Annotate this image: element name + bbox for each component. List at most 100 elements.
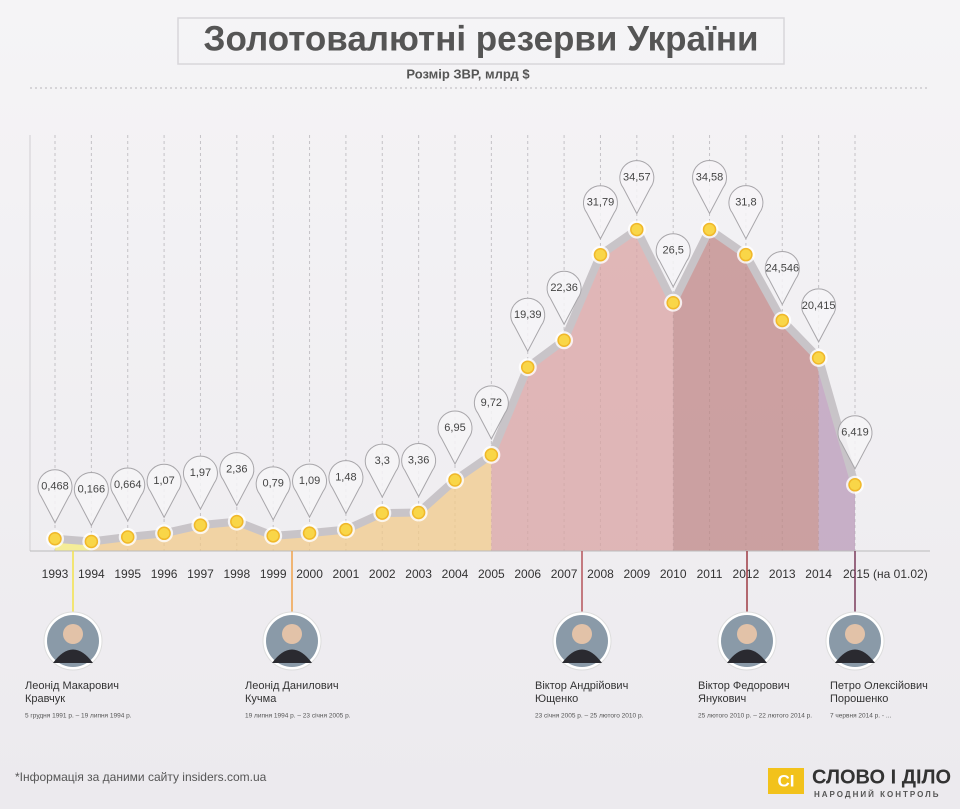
x-tick-label: 2001 xyxy=(333,567,360,581)
data-point xyxy=(193,518,208,532)
data-label: 2,36 xyxy=(226,464,247,476)
x-tick-label: 2015 (на 01.02) xyxy=(843,567,928,581)
president-term: 7 червня 2014 р. - ... xyxy=(830,713,891,720)
president-first-name: Леонід Данилович xyxy=(245,680,339,692)
photo-body xyxy=(272,649,312,663)
pin xyxy=(292,463,328,519)
data-point xyxy=(520,360,535,374)
x-tick-label: 2012 xyxy=(733,567,760,581)
logo-mark: СІ xyxy=(778,771,795,790)
pin xyxy=(364,443,400,499)
photo-head xyxy=(845,624,865,644)
data-label: 1,97 xyxy=(190,467,211,479)
data-label: 31,79 xyxy=(587,197,615,209)
photo-body xyxy=(562,649,602,663)
data-point xyxy=(593,248,608,262)
president-first-name: Віктор Федорович xyxy=(698,680,790,692)
x-tick-label: 2003 xyxy=(405,567,432,581)
data-label: 3,3 xyxy=(375,455,390,467)
data-label: 31,8 xyxy=(735,197,756,209)
data-point xyxy=(302,526,317,540)
x-tick-label: 1996 xyxy=(151,567,178,581)
x-tick-label: 2007 xyxy=(551,567,578,581)
pin xyxy=(764,250,800,306)
photo-body xyxy=(835,649,875,663)
president-term: 23 січня 2005 р. – 25 лютого 2010 р. xyxy=(535,712,644,720)
president-term: 5 грудня 1991 р. – 19 липня 1994 р. xyxy=(25,713,132,720)
x-tick-label: 1998 xyxy=(223,567,250,581)
data-label: 9,72 xyxy=(481,397,502,409)
data-point xyxy=(411,505,426,520)
x-tick-label: 1993 xyxy=(42,567,69,581)
pin xyxy=(546,270,582,326)
data-point xyxy=(120,530,135,544)
pin xyxy=(473,385,509,440)
president-last-name: Янукович xyxy=(698,693,746,705)
x-tick-label: 2005 xyxy=(478,567,505,581)
president-term: 25 лютого 2010 р. – 22 лютого 2014 р. xyxy=(698,713,812,720)
data-point xyxy=(84,534,99,549)
president-first-name: Віктор Андрійович xyxy=(535,680,628,692)
data-point xyxy=(739,247,753,262)
pin xyxy=(219,452,255,507)
pin xyxy=(110,467,146,523)
data-label: 0,166 xyxy=(78,483,106,495)
data-label: 6,95 xyxy=(444,422,465,434)
data-point xyxy=(484,448,499,462)
pin xyxy=(837,415,873,470)
x-tick-label: 2009 xyxy=(623,567,650,581)
pin xyxy=(619,160,655,215)
data-label: 19,39 xyxy=(514,309,542,321)
data-label: 0,468 xyxy=(41,481,69,493)
data-label: 34,57 xyxy=(623,171,651,183)
era-area xyxy=(673,229,819,551)
pin xyxy=(146,463,182,519)
x-tick-label: 1995 xyxy=(114,567,141,581)
footer-note: *Інформація за даними сайту insiders.com… xyxy=(15,770,267,784)
president-last-name: Порошенко xyxy=(830,693,888,705)
data-label: 26,5 xyxy=(662,245,683,257)
pin xyxy=(255,466,291,521)
data-label: 0,79 xyxy=(262,478,283,490)
pin xyxy=(510,297,546,353)
pin xyxy=(801,288,837,343)
president-last-name: Кучма xyxy=(245,693,277,705)
pin xyxy=(437,410,473,466)
data-label: 20,415 xyxy=(802,300,836,312)
pin xyxy=(692,159,728,215)
x-tick-label: 2013 xyxy=(769,567,796,581)
photo-head xyxy=(282,624,302,644)
era-area xyxy=(491,229,674,551)
logo-tagline: НАРОДНИЙ КОНТРОЛЬ xyxy=(814,790,941,799)
data-label: 34,58 xyxy=(696,171,724,183)
era-area xyxy=(91,454,492,551)
data-label: 22,36 xyxy=(550,282,578,294)
pin xyxy=(655,233,691,288)
pin xyxy=(401,443,437,498)
president-term: 19 липня 1994 р. – 23 січня 2005 р. xyxy=(245,712,351,720)
x-tick-label: 2011 xyxy=(697,567,723,581)
x-tick-label: 2002 xyxy=(369,567,396,581)
data-label: 1,48 xyxy=(335,471,356,483)
data-point xyxy=(666,295,680,310)
data-point xyxy=(630,222,644,237)
chart-subtitle: Розмір ЗВР, млрд $ xyxy=(406,66,530,81)
photo-head xyxy=(737,624,757,644)
data-label: 1,09 xyxy=(299,475,320,487)
pin xyxy=(582,185,618,240)
x-tick-label: 2008 xyxy=(587,567,614,581)
president-first-name: Петро Олексійович xyxy=(830,680,928,692)
era-area xyxy=(818,357,855,551)
x-tick-label: 1999 xyxy=(260,567,287,581)
data-point xyxy=(775,313,790,328)
data-point xyxy=(557,333,571,348)
photo-body xyxy=(727,649,767,663)
data-label: 24,546 xyxy=(765,262,799,274)
data-label: 6,419 xyxy=(841,427,869,439)
title-box xyxy=(177,17,785,65)
data-label: 0,664 xyxy=(114,479,142,491)
x-tick-label: 2014 xyxy=(805,567,832,581)
president-last-name: Ющенко xyxy=(535,693,578,705)
x-tick-label: 2010 xyxy=(660,567,687,581)
